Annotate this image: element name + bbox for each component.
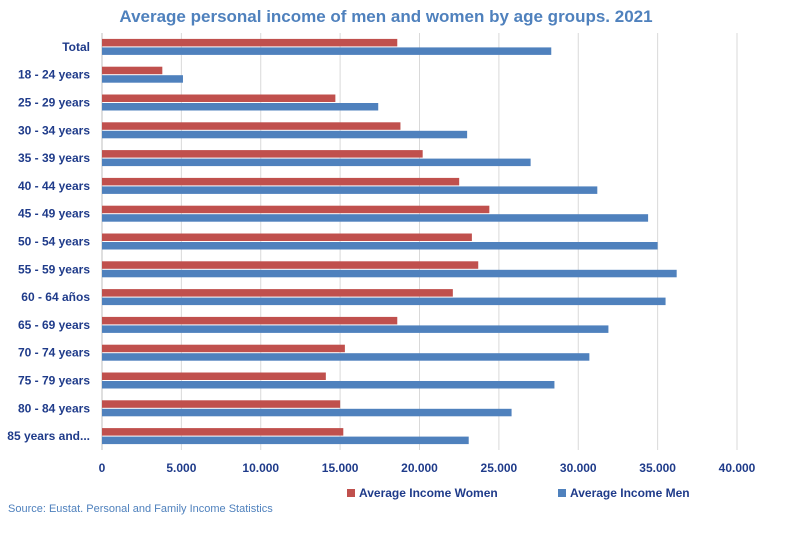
x-tick-label: 35.000: [639, 461, 676, 475]
bar-men: [102, 186, 598, 194]
source-note: Source: Eustat. Personal and Family Inco…: [8, 503, 273, 515]
bar-men: [102, 436, 469, 445]
grid-lines: [101, 33, 738, 450]
category-label: 60 - 64 años: [21, 290, 90, 304]
x-tick-label: 20.000: [401, 461, 438, 475]
bar-men: [102, 103, 379, 111]
category-labels: Total 18 - 24 years 25 - 29 years 30 - 34 y…: [7, 40, 90, 443]
bar-women: [102, 289, 453, 297]
x-tick-label: 30.000: [560, 461, 597, 475]
bar-men: [102, 325, 609, 333]
bar-women: [102, 400, 341, 408]
x-tick-label: 15.000: [322, 461, 359, 475]
category-label: 50 - 54 years: [18, 235, 90, 249]
category-label: 85 years and...: [7, 429, 90, 443]
category-label: 80 - 84 years: [18, 401, 90, 415]
bar-men: [102, 381, 555, 389]
category-label: Total: [62, 40, 90, 54]
category-label: 65 - 69 years: [18, 318, 90, 332]
chart-title: Average personal income of men and women…: [119, 7, 652, 26]
bar-men: [102, 130, 468, 139]
bar-women: [102, 372, 326, 380]
legend-label: Average Income Men: [570, 486, 690, 500]
bar-men: [102, 408, 512, 417]
x-tick-label: 5.000: [166, 461, 196, 475]
bar-women: [102, 344, 345, 353]
bars: [102, 38, 677, 445]
legend: Average Income Women Average Income Men: [347, 486, 690, 500]
legend-label: Average Income Women: [359, 486, 498, 500]
legend-swatch: [558, 489, 566, 497]
category-label: 30 - 34 years: [18, 123, 90, 137]
bar-men: [102, 158, 531, 167]
bar-men: [102, 242, 658, 250]
category-label: 25 - 29 years: [18, 96, 90, 110]
x-tick-label: 40.000: [719, 461, 756, 475]
bar-women: [102, 122, 401, 130]
category-label: 18 - 24 years: [18, 68, 90, 82]
category-label: 75 - 79 years: [18, 374, 90, 388]
x-tick-label: 0: [99, 461, 106, 475]
category-label: 40 - 44 years: [18, 179, 90, 193]
bar-women: [102, 94, 336, 102]
category-label: 70 - 74 years: [18, 346, 90, 360]
bar-women: [102, 316, 398, 325]
x-tick-label: 25.000: [481, 461, 518, 475]
bar-women: [102, 261, 479, 269]
bar-women: [102, 38, 398, 47]
bar-women: [102, 150, 423, 158]
legend-swatch: [347, 489, 355, 497]
x-tick-labels: 0 5.000 10.000 15.000 20.000 25.000 30.000 35.0…: [99, 461, 756, 475]
category-label: 45 - 49 years: [18, 207, 90, 221]
bar-men: [102, 47, 552, 55]
category-label: 35 - 39 years: [18, 151, 90, 165]
bar-women: [102, 205, 490, 214]
bar-men: [102, 353, 590, 361]
bar-women: [102, 428, 344, 436]
category-label: 55 - 59 years: [18, 262, 90, 276]
bar-men: [102, 297, 666, 306]
bar-men: [102, 75, 183, 83]
bar-women: [102, 177, 460, 186]
x-tick-label: 10.000: [242, 461, 279, 475]
bar-women: [102, 66, 163, 75]
bar-women: [102, 233, 472, 241]
bar-men: [102, 269, 677, 278]
bar-men: [102, 214, 649, 222]
